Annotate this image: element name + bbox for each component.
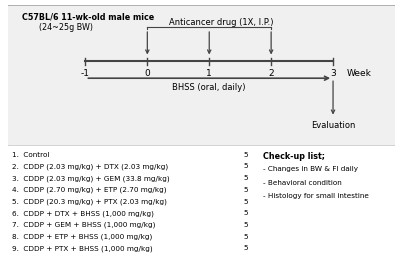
Text: Check-up list;: Check-up list; <box>264 152 325 161</box>
Text: 5.  CDDP (20.3 mg/kg) + PTX (2.03 mg/kg): 5. CDDP (20.3 mg/kg) + PTX (2.03 mg/kg) <box>12 199 167 205</box>
Text: 5: 5 <box>243 163 248 169</box>
Text: 5: 5 <box>243 222 248 228</box>
Text: 1.  Control: 1. Control <box>12 152 50 158</box>
Text: 9.  CDDP + PTX + BHSS (1,000 mg/kg): 9. CDDP + PTX + BHSS (1,000 mg/kg) <box>12 245 153 252</box>
Text: 8.  CDDP + ETP + BHSS (1,000 mg/kg): 8. CDDP + ETP + BHSS (1,000 mg/kg) <box>12 234 152 240</box>
Text: 2: 2 <box>268 69 274 78</box>
Text: 7.  CDDP + GEM + BHSS (1,000 mg/kg): 7. CDDP + GEM + BHSS (1,000 mg/kg) <box>12 222 156 229</box>
Text: 6.  CDDP + DTX + BHSS (1,000 mg/kg): 6. CDDP + DTX + BHSS (1,000 mg/kg) <box>12 210 154 217</box>
Text: 5: 5 <box>243 234 248 240</box>
Text: 5: 5 <box>243 199 248 205</box>
Text: 5: 5 <box>243 175 248 181</box>
Text: -1: -1 <box>81 69 90 78</box>
Text: Evaluation: Evaluation <box>311 121 355 130</box>
Text: 2.  CDDP (2.03 mg/kg) + DTX (2.03 mg/kg): 2. CDDP (2.03 mg/kg) + DTX (2.03 mg/kg) <box>12 163 168 170</box>
Text: - Behavioral condition: - Behavioral condition <box>264 179 342 185</box>
Text: C57BL/6 11-wk-old male mice: C57BL/6 11-wk-old male mice <box>22 13 154 22</box>
Text: 5: 5 <box>243 187 248 193</box>
Text: (24~25g BW): (24~25g BW) <box>39 23 93 32</box>
Text: 3.  CDDP (2.03 mg/kg) + GEM (33.8 mg/kg): 3. CDDP (2.03 mg/kg) + GEM (33.8 mg/kg) <box>12 175 170 181</box>
Text: 5: 5 <box>243 152 248 158</box>
Text: 5: 5 <box>243 210 248 216</box>
Text: Anticancer drug (1X, I.P.): Anticancer drug (1X, I.P.) <box>168 18 273 27</box>
Text: - Histology for small intestine: - Histology for small intestine <box>264 193 369 199</box>
Text: - Changes in BW & FI daily: - Changes in BW & FI daily <box>264 166 358 172</box>
FancyBboxPatch shape <box>4 5 399 146</box>
Text: 1: 1 <box>206 69 212 78</box>
Text: 4.  CDDP (2.70 mg/kg) + ETP (2.70 mg/kg): 4. CDDP (2.70 mg/kg) + ETP (2.70 mg/kg) <box>12 187 166 193</box>
Text: 0: 0 <box>144 69 150 78</box>
Text: Week: Week <box>347 69 372 78</box>
Text: 5: 5 <box>243 245 248 251</box>
Text: 3: 3 <box>330 69 336 78</box>
Text: BHSS (oral, daily): BHSS (oral, daily) <box>172 83 246 92</box>
